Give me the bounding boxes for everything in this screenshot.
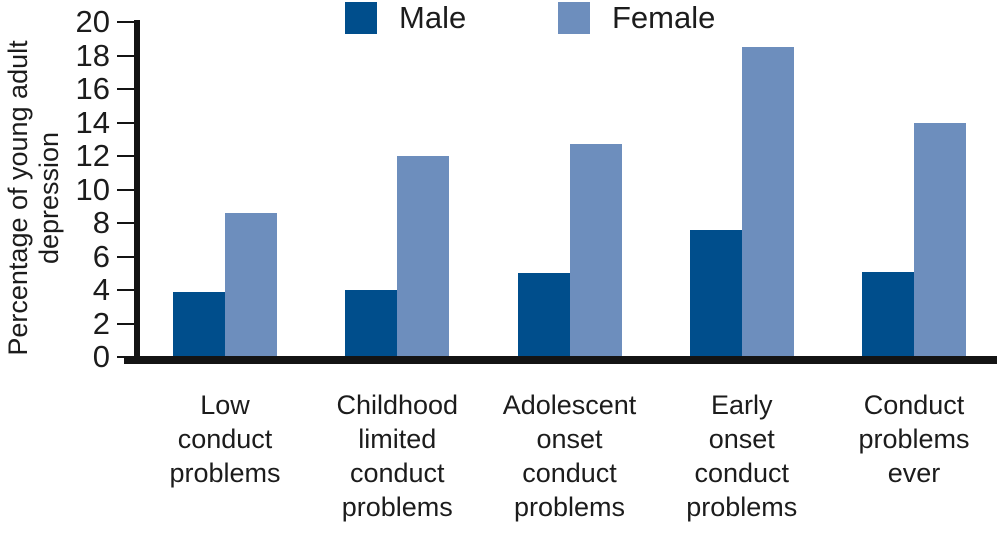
category-label-line: Low [200, 390, 250, 420]
legend-label-male: Male [399, 0, 467, 35]
legend-item-male: Male [345, 1, 466, 35]
y-axis-tick [117, 222, 134, 224]
y-axis-tick [117, 88, 134, 90]
y-axis-tick [117, 54, 134, 57]
category-label-line: limited [358, 424, 437, 454]
y-axis-tick [117, 322, 134, 325]
category-label-line: onset [708, 424, 775, 454]
y-axis-tick-label: 18 [75, 37, 110, 73]
category-label-line: onset [536, 424, 603, 454]
category-label-line: Early [710, 390, 773, 420]
male-legend-swatch-icon [345, 2, 377, 34]
female-bar-1 [397, 156, 450, 357]
category-label-line: ever [887, 458, 941, 488]
y-axis-tick-label: 14 [75, 104, 110, 140]
female-bar-0 [225, 212, 277, 357]
female-legend-swatch-icon [558, 2, 590, 34]
category-label-line: Conduct [863, 390, 965, 420]
x-axis-line [124, 356, 997, 364]
category-label-line: problems [513, 492, 626, 522]
y-axis-tick [117, 21, 134, 23]
y-axis-tick-label: 8 [92, 205, 110, 240]
category-label-line: conduct [522, 458, 617, 488]
category-label-line: Childhood [336, 390, 459, 420]
category-label-line: Adolescent [502, 390, 637, 420]
category-label-3: Early onset conduct problems [647, 388, 837, 524]
y-axis-tick-label: 4 [92, 272, 110, 307]
female-bar-2 [569, 144, 622, 357]
male-bar-3 [689, 229, 742, 357]
legend-label-female: Female [612, 0, 716, 35]
legend-item-female: Female [558, 1, 715, 35]
category-label-line: problems [341, 492, 453, 522]
y-axis-tick-label: 10 [75, 171, 110, 207]
category-label-4: Conduct problems ever [819, 388, 999, 490]
y-axis-tick [117, 121, 134, 124]
y-axis-tick [117, 289, 134, 291]
y-axis-tick [117, 255, 134, 258]
female-bar-4 [914, 122, 966, 357]
y-axis-tick-label: 20 [75, 4, 110, 39]
y-axis-line [134, 20, 140, 357]
category-label-line: problems [686, 492, 798, 522]
category-label-line: conduct [694, 458, 790, 488]
male-bar-1 [345, 290, 398, 357]
female-bar-3 [741, 47, 794, 357]
male-bar-2 [517, 273, 570, 357]
y-axis-tick-label: 12 [75, 138, 110, 173]
category-label-1: Childhood limited conduct problems [302, 388, 492, 524]
male-bar-0 [173, 291, 225, 357]
category-label-line: conduct [349, 458, 445, 488]
category-label-line: problems [858, 424, 970, 454]
y-axis-tick [117, 188, 134, 191]
y-axis-tick-label: 6 [92, 238, 110, 274]
category-label-line: problems [169, 458, 281, 488]
y-axis-tick-label: 16 [75, 71, 110, 106]
y-axis-tick [117, 155, 134, 157]
category-label-2: Adolescent onset conduct problems [475, 388, 665, 524]
y-axis-tick-label: 0 [92, 339, 110, 374]
y-axis-tick-label: 2 [92, 305, 110, 341]
category-label-line: conduct [177, 424, 273, 454]
category-label-0: Low conduct problems [130, 388, 320, 490]
male-bar-4 [862, 271, 914, 357]
